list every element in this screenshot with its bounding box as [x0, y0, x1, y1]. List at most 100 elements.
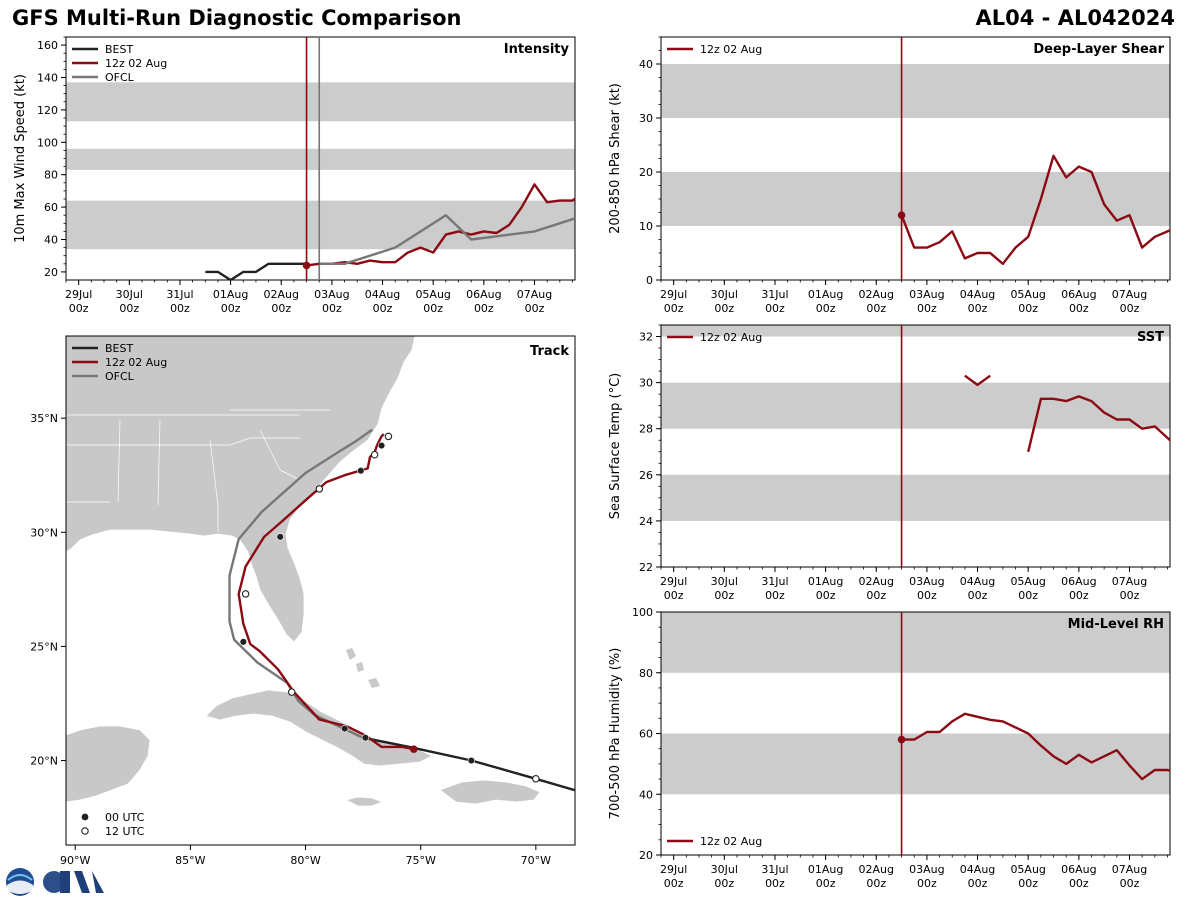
intensity-xtick-label-2: 00z — [373, 302, 393, 315]
sst-xtick-label-2: 00z — [917, 589, 937, 602]
sst-xtick-label: 31Jul — [761, 575, 788, 588]
rh-xtick-label: 07Aug — [1112, 863, 1147, 876]
shear-xtick-label: 30Jul — [711, 288, 738, 301]
sst-series — [964, 374, 1170, 453]
shear-series — [900, 154, 1170, 265]
intensity-xtick-label: 31Jul — [166, 288, 193, 301]
sst-xtick-label: 29Jul — [660, 575, 687, 588]
sst-ytick-label: 32 — [639, 331, 653, 344]
track-marker-legend-label: 12 UTC — [105, 825, 145, 838]
rh-ytick-label: 80 — [639, 667, 653, 680]
shear-xtick-label-2: 00z — [765, 302, 785, 315]
track-legend-marker-12utc — [81, 827, 89, 835]
intensity-xtick-label-2: 00z — [170, 302, 190, 315]
track-marker-00utc — [239, 638, 248, 646]
sst-xtick-label: 05Aug — [1010, 575, 1045, 588]
sst-xtick-label: 02Aug — [859, 575, 894, 588]
shear-xtick-label-2: 00z — [968, 302, 988, 315]
intensity-ytick-label: 100 — [37, 136, 58, 149]
intensity-band-1 — [66, 148, 575, 170]
sst-xtick-label: 03Aug — [909, 575, 944, 588]
sst-xtick-label-2: 00z — [816, 589, 836, 602]
mexico-land — [66, 725, 151, 803]
rh-panel: 20 40 60 80 100 700-500 hPa Humidity (%) 29Jul… — [608, 606, 1171, 890]
intensity-line-ofcl — [319, 213, 575, 265]
rh-xtick-label: 03Aug — [909, 863, 944, 876]
shear-xtick-label-2: 00z — [664, 302, 684, 315]
rh-xtick-label-2: 00z — [1069, 877, 1089, 890]
intensity-ylabel: 10m Max Wind Speed (kt) — [13, 74, 28, 243]
sst-xtick-label-2: 00z — [714, 589, 734, 602]
intensity-ytick-label: 80 — [44, 169, 58, 182]
track-xtick-label: 75°W — [406, 854, 436, 867]
intensity-xtick-label: 30Jul — [116, 288, 143, 301]
shear-xtick-label-2: 00z — [917, 302, 937, 315]
track-panel: 90°W 85°W 80°W 75°W 70°W 20°N 25°N 30°N 35°N Trac… — [30, 335, 576, 867]
intensity-ytick-label: 160 — [37, 39, 58, 52]
rh-xtick-label-2: 00z — [765, 877, 785, 890]
rh-xtick-label: 02Aug — [859, 863, 894, 876]
track-marker-00utc — [467, 756, 476, 765]
intensity-xtick-label: 07Aug — [517, 288, 552, 301]
intensity-ytick-label: 120 — [37, 104, 58, 117]
shear-band-0 — [661, 172, 1170, 226]
shear-ytick-label: 30 — [639, 112, 653, 125]
shear-xtick-label: 06Aug — [1061, 288, 1096, 301]
shear-init-point — [897, 211, 906, 219]
map-land — [66, 336, 575, 845]
intensity-xtick-label: 02Aug — [264, 288, 299, 301]
intensity-ytick-label: 140 — [37, 72, 58, 85]
rh-legend-label: 12z 02 Aug — [700, 835, 762, 848]
intensity-xtick-label-2: 00z — [271, 302, 291, 315]
intensity-xtick-label-2: 00z — [119, 302, 139, 315]
intensity-ytick-label: 40 — [44, 234, 58, 247]
shear-bands — [661, 64, 1170, 226]
rh-xtick-label-2: 00z — [1120, 877, 1140, 890]
rh-bands — [661, 612, 1170, 795]
sst-band-2 — [661, 325, 1170, 337]
intensity-xtick-label-2: 00z — [69, 302, 89, 315]
intensity-line-12z-02-aug — [306, 183, 575, 267]
track-legend-label: BEST — [105, 342, 133, 355]
intensity-bands — [66, 82, 575, 250]
rh-xtick-label: 29Jul — [660, 863, 687, 876]
hispaniola-land — [439, 779, 541, 805]
intensity-ytick-label: 60 — [44, 201, 58, 214]
sst-ytick-label: 28 — [639, 423, 653, 436]
rh-xtick-label-2: 00z — [1018, 877, 1038, 890]
shear-ytick-label: 0 — [646, 274, 653, 287]
shear-ytick-label: 40 — [639, 58, 653, 71]
rh-line-12z-02-aug — [901, 712, 1170, 781]
rh-ytick-label: 20 — [639, 849, 653, 862]
shear-xtick-label-2: 00z — [1120, 302, 1140, 315]
rh-ytick-label: 40 — [639, 788, 653, 801]
rh-ytick-label: 100 — [632, 606, 653, 619]
bahamas-land — [346, 648, 380, 688]
intensity-xtick-label: 29Jul — [65, 288, 92, 301]
north-america-land — [66, 336, 416, 643]
sst-ytick-label: 22 — [639, 561, 653, 574]
sst-xtick-label-2: 00z — [968, 589, 988, 602]
sst-ytick-label: 30 — [639, 377, 653, 390]
shear-xtick-label: 05Aug — [1010, 288, 1045, 301]
shear-xtick-label: 02Aug — [859, 288, 894, 301]
intensity-xtick-label-2: 00z — [322, 302, 342, 315]
shear-ytick-label: 20 — [639, 166, 653, 179]
track-xtick-label: 70°W — [521, 854, 551, 867]
track-marker-12utc — [287, 688, 296, 696]
shear-line-12z-02-aug — [900, 154, 1170, 265]
shear-xtick-label-2: 00z — [866, 302, 886, 315]
track-marker-legend-label: 00 UTC — [105, 811, 145, 824]
track-marker-00utc — [377, 441, 386, 450]
sst-line-12z-02-aug — [964, 374, 991, 387]
cira-globe-icon — [43, 871, 65, 893]
intensity-xtick-label-2: 00z — [474, 302, 494, 315]
intensity-legend-label: OFCL — [105, 71, 135, 84]
intensity-title: Intensity — [504, 42, 570, 57]
track-marker-00utc — [361, 734, 370, 742]
rh-xtick-label: 31Jul — [761, 863, 788, 876]
intensity-xtick-label-2: 00z — [423, 302, 443, 315]
intensity-init-point — [302, 261, 311, 270]
rh-xtick-label-2: 00z — [917, 877, 937, 890]
intensity-xtick-label: 01Aug — [213, 288, 248, 301]
